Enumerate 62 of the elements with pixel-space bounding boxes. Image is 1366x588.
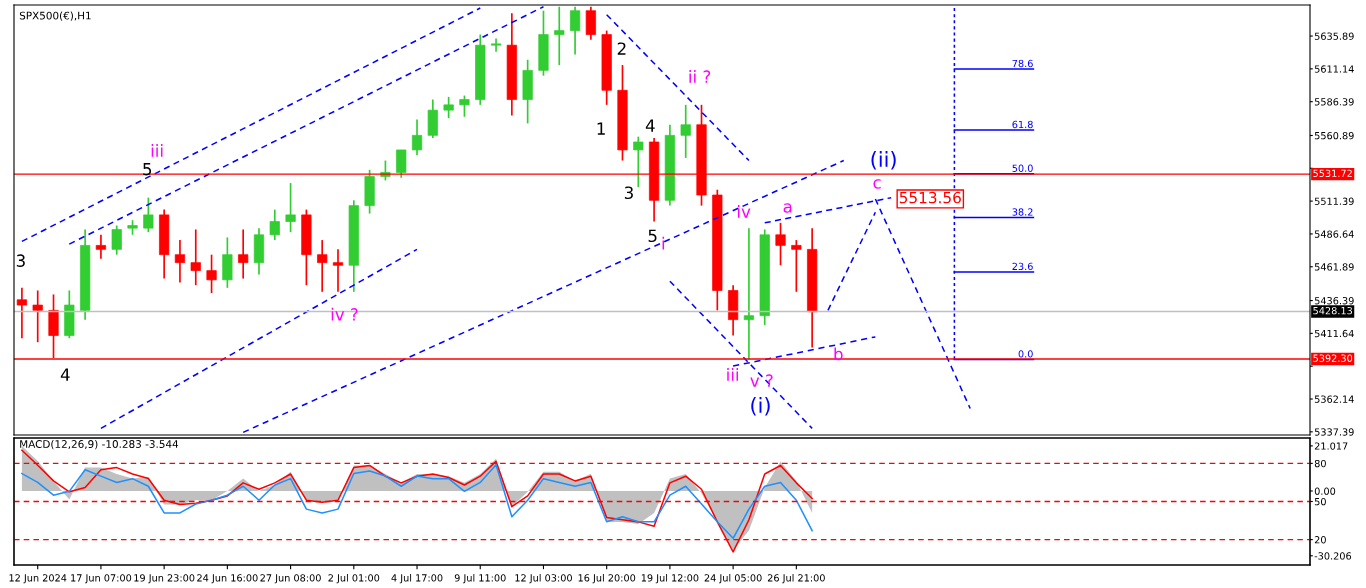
x-tick-label: 27 Jun 08:00 bbox=[260, 574, 321, 584]
y-tick-label: 5436.39 bbox=[1314, 297, 1354, 305]
y-tick-label: 5635.89 bbox=[1314, 32, 1354, 40]
y-tick-label: -30.206 bbox=[1314, 552, 1352, 560]
annotation: iv ? bbox=[331, 307, 358, 321]
annotation: (ii) bbox=[871, 151, 896, 170]
y2-tick-label: 20 bbox=[1314, 536, 1326, 544]
x-tick-label: 12 Jul 03:00 bbox=[515, 574, 572, 584]
annotation: b bbox=[834, 347, 843, 361]
annotation: 5 bbox=[143, 163, 152, 176]
chart-title: MACD(12,26,9) -10.283 -3.544 bbox=[20, 439, 179, 450]
annotation: 4 bbox=[645, 119, 655, 132]
y-tick-label: 5560.89 bbox=[1314, 131, 1354, 140]
ref-line-label: 5531.72 bbox=[1313, 169, 1352, 177]
y-tick-label: 5461.89 bbox=[1314, 263, 1354, 271]
x-tick-label: 16 Jul 20:00 bbox=[578, 574, 636, 584]
x-tick-label: 12 Jun 2024 bbox=[9, 574, 67, 584]
x-tick-label: 19 Jun 23:00 bbox=[134, 574, 195, 584]
annotation: 3 bbox=[624, 186, 633, 200]
annotation: c bbox=[873, 179, 881, 189]
y-tick-label: 0.00 bbox=[1314, 487, 1336, 495]
annotation: ii ? bbox=[689, 70, 711, 83]
x-tick-label: 19 Jul 12:00 bbox=[641, 574, 699, 584]
x-tick-label: 9 Jul 11:00 bbox=[454, 574, 506, 584]
annotation: 1 bbox=[597, 122, 605, 135]
annotation: 3 bbox=[16, 254, 25, 267]
y-tick-label: 5611.14 bbox=[1314, 65, 1354, 73]
x-tick-label: 24 Jun 16:00 bbox=[197, 574, 258, 584]
annotation: 0.0 bbox=[1018, 350, 1033, 358]
annotation: 50.0 bbox=[1012, 164, 1033, 172]
annotation: a bbox=[783, 203, 792, 213]
y2-tick-label: 80 bbox=[1314, 459, 1326, 468]
x-tick-label: 2 Jul 01:00 bbox=[328, 574, 380, 584]
ref-line-label: 5392.30 bbox=[1313, 354, 1353, 362]
annotation: v ? bbox=[750, 374, 773, 387]
x-tick-label: 24 Jul 05:00 bbox=[704, 574, 762, 584]
y-tick-label: 21.017 bbox=[1314, 442, 1348, 450]
annotation: 5 bbox=[648, 229, 657, 243]
y-tick-label: 5511.39 bbox=[1314, 197, 1354, 205]
annotation: (i) bbox=[751, 396, 770, 416]
y-tick-label: 5486.64 bbox=[1314, 230, 1354, 238]
annotation: i bbox=[662, 236, 665, 250]
y-tick-label: 5586.39 bbox=[1314, 98, 1354, 106]
annotation: 61.8 bbox=[1012, 120, 1033, 129]
x-tick-label: 17 Jun 07:00 bbox=[71, 574, 132, 584]
y2-tick-label: 50 bbox=[1314, 497, 1326, 506]
ref-line-label: 5428.13 bbox=[1313, 306, 1353, 315]
annotation: 4 bbox=[60, 368, 70, 381]
x-tick-label: 4 Jul 17:00 bbox=[391, 574, 443, 584]
annotation: iii bbox=[151, 143, 163, 157]
y-tick-label: 5411.64 bbox=[1314, 329, 1354, 338]
annotation: iv bbox=[737, 205, 751, 218]
annotation: iii bbox=[727, 368, 739, 381]
y-tick-label: 5337.39 bbox=[1314, 428, 1354, 436]
text: SPX500(€),H1 bbox=[19, 11, 91, 21]
annotation: 78.6 bbox=[1012, 59, 1033, 68]
x-tick-label: 26 Jul 21:00 bbox=[767, 574, 825, 584]
annotation: 23.6 bbox=[1012, 262, 1033, 271]
annotation: 38.2 bbox=[1012, 208, 1033, 216]
y-tick-label: 5362.14 bbox=[1314, 395, 1354, 403]
annotation: 2 bbox=[617, 42, 626, 55]
annotation: 5513.56 bbox=[899, 191, 961, 204]
